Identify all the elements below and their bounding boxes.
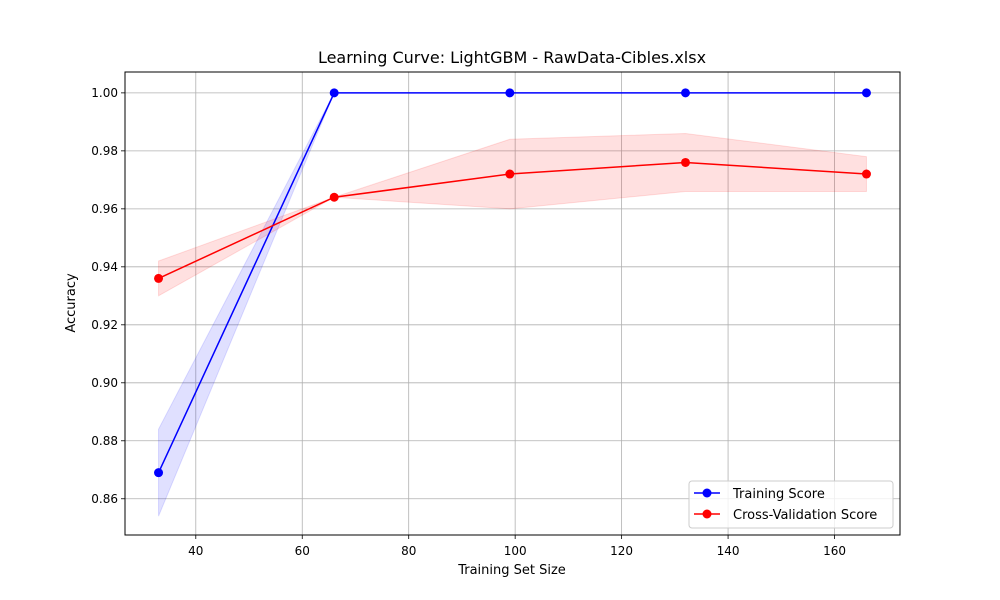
- legend-marker-training: [702, 488, 712, 498]
- legend-label-training: Training Score: [732, 487, 825, 502]
- point-cross-validation-score: [505, 169, 515, 179]
- y-tick-label: 0.86: [91, 492, 118, 506]
- point-cross-validation-score: [154, 273, 164, 283]
- plot-frame: [124, 71, 901, 536]
- y-axis-label: Accuracy: [64, 273, 79, 333]
- x-axis-ticks: 40 60 80 100 120 140 160: [188, 535, 846, 558]
- y-tick-label: 0.88: [91, 434, 118, 448]
- x-axis-label: Training Set Size: [457, 563, 566, 578]
- point-cross-validation-score: [680, 157, 690, 167]
- point-cross-validation-score: [329, 192, 339, 202]
- x-tick-label: 140: [717, 544, 740, 558]
- point-training-score: [329, 88, 339, 98]
- point-training-score: [505, 88, 515, 98]
- band-cross-validation-score: [158, 132, 867, 297]
- x-tick-label: 80: [401, 544, 416, 558]
- y-tick-label: 0.94: [91, 260, 118, 274]
- y-tick-label: 0.90: [91, 376, 118, 390]
- point-training-score: [861, 88, 871, 98]
- y-axis-ticks: 0.86 0.88 0.90 0.92 0.94 0.96 0.98 1.00: [91, 86, 125, 506]
- series-points: [154, 88, 871, 478]
- legend-box: [688, 480, 894, 529]
- point-training-score: [154, 468, 164, 478]
- point-cross-validation-score: [861, 169, 871, 179]
- x-tick-label: 100: [504, 544, 527, 558]
- x-tick-label: 160: [823, 544, 846, 558]
- y-tick-label: 1.00: [91, 86, 118, 100]
- x-tick-label: 60: [295, 544, 310, 558]
- legend: Training Score Cross-Validation Score: [688, 480, 894, 529]
- point-training-score: [680, 88, 690, 98]
- chart-title: Learning Curve: LightGBM - RawData-Cible…: [318, 48, 706, 67]
- y-tick-label: 0.92: [91, 318, 118, 332]
- x-tick-label: 120: [610, 544, 633, 558]
- x-tick-label: 40: [188, 544, 203, 558]
- y-tick-label: 0.96: [91, 202, 118, 216]
- legend-label-cross-validation: Cross-Validation Score: [733, 508, 877, 523]
- y-tick-label: 0.98: [91, 144, 118, 158]
- legend-marker-cross-validation: [702, 509, 712, 519]
